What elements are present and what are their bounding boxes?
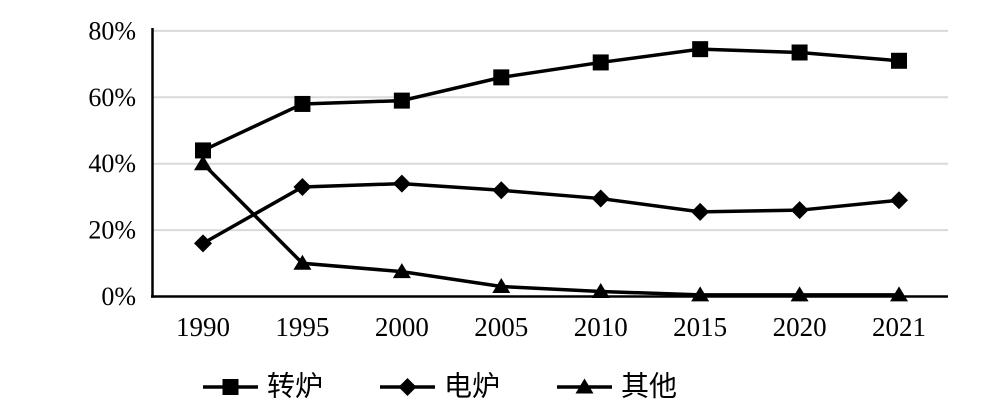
y-tick-label: 0% — [101, 282, 136, 311]
triangle-marker-icon — [890, 286, 909, 302]
x-tick-label: 1990 — [176, 312, 230, 342]
y-tick-label: 80% — [88, 16, 136, 45]
series-line — [201, 162, 900, 297]
y-tick-label: 20% — [88, 216, 136, 245]
legend-label: 电炉 — [444, 371, 500, 403]
triangle-marker-icon — [591, 283, 610, 299]
square-marker-icon — [222, 379, 239, 395]
x-tick-label: 2000 — [375, 312, 429, 342]
diamond-marker-icon — [398, 378, 417, 396]
diamond-marker-icon — [790, 201, 809, 220]
diamond-marker-icon — [890, 191, 909, 210]
triangle-marker-icon — [293, 254, 312, 270]
square-marker-icon — [294, 95, 311, 112]
legend-item: 其他 — [557, 371, 677, 403]
diamond-marker-icon — [492, 181, 511, 200]
series-square — [195, 41, 908, 159]
legend: 转炉 电炉 其他 — [203, 371, 677, 403]
x-tick-label: 2020 — [773, 312, 827, 342]
triangle-marker-icon — [194, 155, 212, 171]
legend-label: 转炉 — [267, 371, 323, 403]
diamond-marker-icon — [691, 202, 710, 221]
series-line — [202, 181, 900, 245]
square-marker-icon — [592, 54, 609, 71]
legend-item: 转炉 — [203, 371, 323, 403]
diamond-marker-icon — [293, 177, 312, 196]
legend-item: 电炉 — [380, 371, 500, 403]
x-tick-label: 2005 — [474, 312, 528, 342]
square-marker-icon — [393, 92, 410, 109]
square-marker-icon — [195, 142, 211, 159]
legend-label: 其他 — [621, 371, 677, 403]
triangle-marker-icon — [492, 278, 511, 294]
x-tick-label: 2015 — [673, 312, 727, 342]
square-marker-icon — [493, 69, 510, 86]
diamond-marker-icon — [194, 234, 212, 253]
series-diamond — [194, 174, 909, 253]
series-triangle — [194, 155, 909, 302]
triangle-marker-icon — [392, 263, 411, 279]
triangle-marker-icon — [691, 286, 710, 302]
square-marker-icon — [692, 41, 709, 58]
y-tick-label: 60% — [88, 83, 136, 112]
x-tick-label: 1995 — [275, 312, 329, 342]
diamond-marker-icon — [591, 189, 610, 208]
series-line — [202, 47, 900, 153]
diamond-marker-icon — [392, 174, 411, 193]
square-marker-icon — [891, 52, 908, 69]
triangle-marker-icon — [575, 378, 594, 394]
triangle-marker-icon — [790, 286, 809, 302]
y-tick-label: 40% — [88, 149, 136, 178]
x-tick-label: 2021 — [872, 312, 926, 342]
square-marker-icon — [791, 44, 808, 61]
x-tick-label: 2010 — [574, 312, 628, 342]
